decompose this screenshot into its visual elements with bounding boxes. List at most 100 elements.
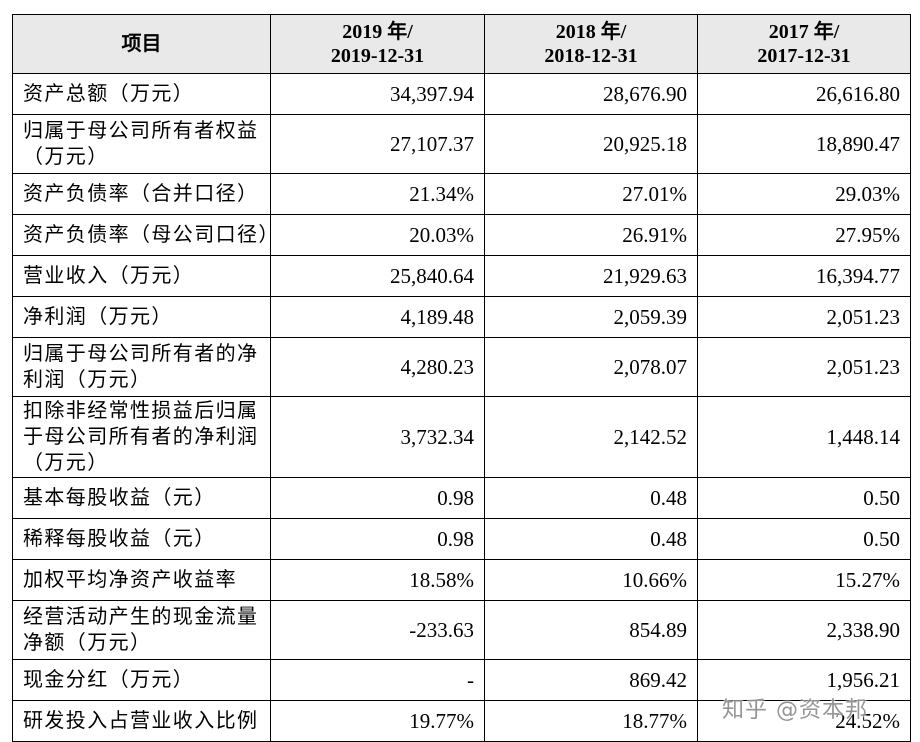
value-cell: 4,189.48	[270, 296, 485, 338]
row-label-line: 归属于母公司所有者的净	[23, 343, 259, 365]
value-cell: 0.98	[270, 518, 485, 560]
table-row: 营业收入（万元） 25,840.64 21,929.63 16,394.77	[12, 255, 911, 297]
value-cell: 869.42	[484, 659, 698, 701]
value-cell: 34,397.94	[270, 73, 485, 115]
value-cell: 20,925.18	[484, 114, 698, 174]
table-row: 扣除非经常性损益后归属 于母公司所有者的净利润 （万元） 3,732.34 2,142.…	[12, 396, 911, 478]
table-body: 资产总额（万元） 34,397.94 28,676.90 26,616.80 归属于母公…	[12, 73, 911, 742]
value-cell: 16,394.77	[697, 255, 911, 297]
value-cell: 2,142.52	[484, 396, 698, 478]
row-label-line: 净额（万元）	[23, 632, 152, 654]
row-label: 稀释每股收益（元）	[12, 518, 271, 560]
header-year-label: 2019 年/	[342, 21, 413, 43]
row-label-line: 加权平均净资产收益率	[23, 569, 237, 591]
table-row: 稀释每股收益（元） 0.98 0.48 0.50	[12, 518, 911, 560]
value-cell: 1,448.14	[697, 396, 911, 478]
row-label: 现金分红（万元）	[12, 659, 271, 701]
row-label: 资产负债率（母公司口径）	[12, 214, 280, 256]
row-label-line: 净利润（万元）	[23, 306, 173, 328]
table-row: 研发投入占营业收入比例 19.77% 18.77% 24.52%	[12, 700, 911, 742]
row-label-line: （万元）	[23, 146, 109, 168]
row-label-line: 现金分红（万元）	[23, 669, 195, 691]
row-label: 经营活动产生的现金流量 净额（万元）	[12, 600, 271, 660]
value-cell: 2,051.23	[697, 296, 911, 338]
value-cell: 2,051.23	[697, 337, 911, 397]
header-row: 项目 2019 年/ 2019-12-31 2018 年/ 2018-12-31…	[12, 14, 911, 74]
value-cell: 10.66%	[484, 559, 698, 601]
table-row: 资产负债率（合并口径） 21.34% 27.01% 29.03%	[12, 173, 911, 215]
value-cell: 2,338.90	[697, 600, 911, 660]
table-row: 资产总额（万元） 34,397.94 28,676.90 26,616.80	[12, 73, 911, 115]
header-date-label: 2018-12-31	[544, 45, 638, 67]
row-label: 资产总额（万元）	[12, 73, 271, 115]
row-label-line: 归属于母公司所有者权益	[23, 120, 259, 142]
value-cell: 27.95%	[697, 214, 911, 256]
table-row: 现金分红（万元） -869.42 1,956.21	[12, 659, 911, 701]
value-cell: 18.77%	[484, 700, 698, 742]
row-label: 归属于母公司所有者的净 利润（万元）	[12, 337, 271, 397]
value-cell: 15.27%	[697, 559, 911, 601]
value-cell: 2,078.07	[484, 337, 698, 397]
value-cell: 2,059.39	[484, 296, 698, 338]
header-period-col: 2017 年/ 2017-12-31	[697, 14, 911, 74]
value-cell: 26.91%	[484, 214, 698, 256]
value-cell: 0.48	[484, 477, 698, 519]
table-row: 加权平均净资产收益率 18.58% 10.66% 15.27%	[12, 559, 911, 601]
table-row: 归属于母公司所有者的净 利润（万元） 4,280.23 2,078.07 2,051.2…	[12, 337, 911, 397]
value-cell: 0.98	[270, 477, 485, 519]
row-label-line: （万元）	[23, 452, 109, 474]
row-label-line: 营业收入（万元）	[23, 265, 195, 287]
value-cell: 3,732.34	[270, 396, 485, 478]
header-year-label: 2017 年/	[768, 21, 840, 43]
value-cell: 4,280.23	[270, 337, 485, 397]
header-item-col: 项目	[12, 14, 271, 74]
value-cell: 18.58%	[270, 559, 485, 601]
value-cell: 27,107.37	[270, 114, 485, 174]
row-label-line: 研发投入占营业收入比例	[23, 710, 259, 732]
row-label: 营业收入（万元）	[12, 255, 271, 297]
row-label: 加权平均净资产收益率	[12, 559, 271, 601]
table-header: 项目 2019 年/ 2019-12-31 2018 年/ 2018-12-31…	[12, 14, 911, 74]
value-cell: -233.63	[270, 600, 485, 660]
row-label-line: 稀释每股收益（元）	[23, 528, 216, 550]
header-date-label: 2017-12-31	[757, 45, 851, 67]
value-cell: 0.48	[484, 518, 698, 560]
row-label-line: 资产总额（万元）	[23, 83, 195, 105]
value-cell: 27.01%	[484, 173, 698, 215]
row-label-line: 于母公司所有者的净利润	[23, 426, 259, 448]
value-cell: 20.03%	[270, 214, 485, 256]
value-cell: 25,840.64	[270, 255, 485, 297]
table-row: 归属于母公司所有者权益 （万元） 27,107.37 20,925.18 18,890.…	[12, 114, 911, 174]
financial-summary-table: 项目 2019 年/ 2019-12-31 2018 年/ 2018-12-31…	[12, 14, 911, 742]
table-row: 净利润（万元） 4,189.48 2,059.39 2,051.23	[12, 296, 911, 338]
value-cell: 0.50	[697, 477, 911, 519]
table-row: 基本每股收益（元） 0.98 0.48 0.50	[12, 477, 911, 519]
header-date-label: 2019-12-31	[330, 45, 425, 67]
row-label-line: 基本每股收益（元）	[23, 487, 216, 509]
row-label-line: 利润（万元）	[23, 369, 152, 391]
value-cell: 21.34%	[270, 173, 485, 215]
row-label: 研发投入占营业收入比例	[12, 700, 271, 742]
row-label-line: 经营活动产生的现金流量	[23, 606, 259, 628]
header-period-col: 2018 年/ 2018-12-31	[484, 14, 698, 74]
value-cell: 854.89	[484, 600, 698, 660]
row-label: 资产负债率（合并口径）	[12, 173, 271, 215]
table-row: 资产负债率（母公司口径） 20.03% 26.91% 27.95%	[12, 214, 911, 256]
table-row: 经营活动产生的现金流量 净额（万元） -233.63 854.89 2,338.90	[12, 600, 911, 660]
value-cell: 29.03%	[697, 173, 911, 215]
row-label: 扣除非经常性损益后归属 于母公司所有者的净利润 （万元）	[12, 396, 271, 478]
value-cell: 21,929.63	[484, 255, 698, 297]
value-cell: 26,616.80	[697, 73, 911, 115]
value-cell: 28,676.90	[484, 73, 698, 115]
header-period-col: 2019 年/ 2019-12-31	[270, 14, 485, 74]
header-year-label: 2018 年/	[555, 21, 627, 43]
row-label: 基本每股收益（元）	[12, 477, 271, 519]
value-cell: -	[270, 659, 485, 701]
value-cell: 0.50	[697, 518, 911, 560]
row-label-line: 资产负债率（母公司口径）	[23, 224, 280, 246]
header-item-label: 项目	[121, 33, 162, 55]
row-label: 归属于母公司所有者权益 （万元）	[12, 114, 271, 174]
row-label-line: 扣除非经常性损益后归属	[23, 400, 259, 422]
row-label: 净利润（万元）	[12, 296, 271, 338]
watermark: 知乎 @资本邦	[722, 698, 868, 723]
